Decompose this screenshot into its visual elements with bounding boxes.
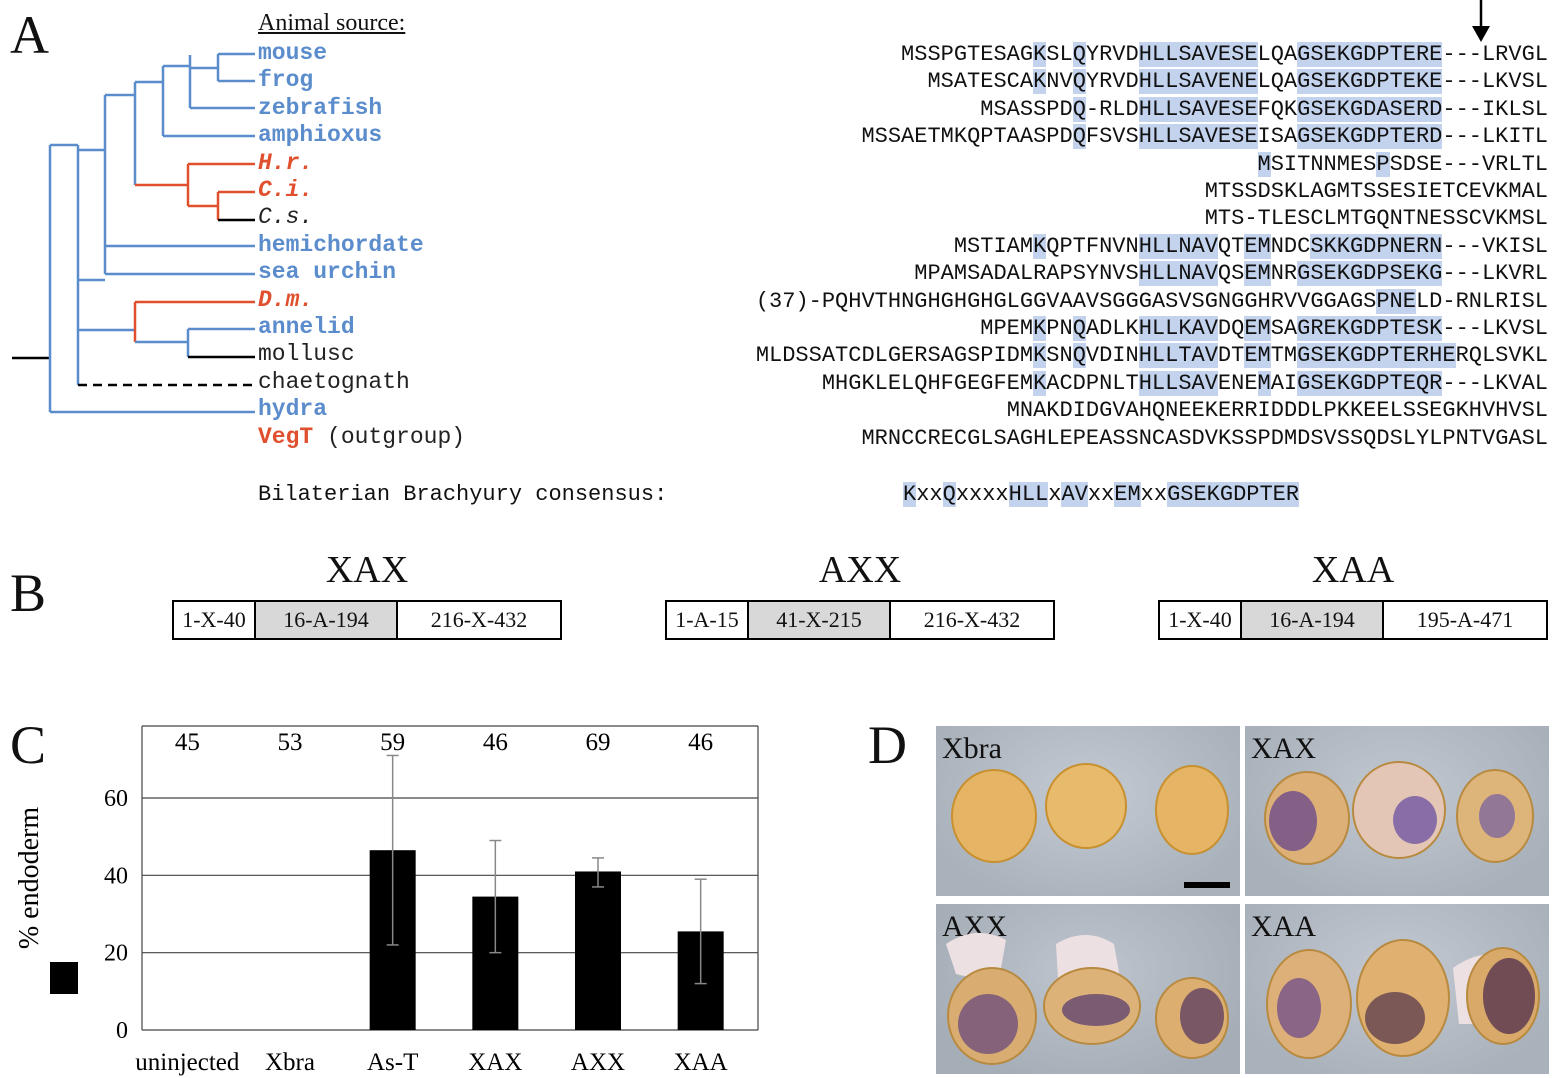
- category-label: XAX: [468, 1049, 522, 1076]
- panel-label-b: B: [10, 563, 47, 623]
- taxon-name: VegT: [258, 423, 314, 450]
- panel-label-d: D: [868, 715, 907, 775]
- photo-label: XAX: [1251, 732, 1316, 765]
- taxon-label: C.s.: [258, 204, 313, 231]
- construct-title: XAX: [325, 549, 409, 591]
- taxon-label: zebrafish: [258, 95, 382, 122]
- taxon-name: D.m.: [258, 286, 314, 313]
- category-label: uninjected: [135, 1049, 240, 1076]
- construct-segment: 216-X-432: [923, 607, 1021, 632]
- y-tick-label: 20: [104, 941, 128, 967]
- taxon-name: frog: [258, 67, 314, 94]
- y-tick-label: 60: [104, 786, 128, 812]
- taxon-label: sea urchin: [258, 259, 396, 286]
- construct-segment: 1-X-40: [1160, 602, 1242, 638]
- sequence-row: MSASSPDQ-RLDHLLSAVESEFQKGSEKGDASERD---IK…: [980, 96, 1548, 122]
- sequence-row: MSSPGTESAGKSLQYRVDHLLSAVESELQAGSEKGDPTER…: [901, 42, 1548, 67]
- taxon-label: D.m.: [258, 287, 313, 314]
- endoderm-bar-chart: 0 20 40 60 % endoderm uninjected 45 Xbra 53 As-T 5…: [14, 725, 759, 1076]
- taxon-label: VegT (outgroup): [258, 424, 465, 451]
- sequence-row: MTS-TLESCLMTGQNTNESSCVKMSL: [1204, 206, 1548, 232]
- sequence-row: MLDSSATCDLGERSAGSPIDMKSNQVDINHLLTAVDTEMT…: [755, 343, 1548, 369]
- construct-segment: 195-A-471: [1416, 607, 1514, 632]
- sequence-row: MSATESCAKNVQYRVDHLLSAVENELQAGSEKGDPTEKE-…: [927, 69, 1548, 95]
- sequence-row: MHGKLELQHFGEGFEMKACDPNLTHLLSAVENEMAIGSEK…: [821, 370, 1548, 396]
- taxon-name: sea urchin: [258, 259, 397, 286]
- taxon-label: mouse: [258, 40, 327, 67]
- taxon-label: H.r.: [258, 150, 313, 177]
- photo-xaa: XAA: [1245, 904, 1549, 1074]
- taxon-name: hemichordate: [258, 231, 424, 258]
- construct-segment: 216-X-432: [430, 607, 528, 632]
- consensus-sequence: KxxQxxxxHLLxAVxxEMxxGSEKGDPTER: [903, 482, 1300, 507]
- taxon-name: mouse: [258, 40, 328, 66]
- sequence-row: MNAKDIDGVAHQNEEKERRIDDDLPKKEELSSEGKHVHVS…: [1006, 398, 1548, 424]
- taxon-name: hydra: [258, 396, 328, 423]
- category-label: As-T: [367, 1049, 418, 1076]
- panel-label-c: C: [10, 715, 47, 775]
- taxon-name: chaetognath: [258, 368, 410, 395]
- category-label: XAA: [674, 1049, 728, 1076]
- taxon-label: amphioxus: [258, 122, 382, 149]
- sequence-row: MSTIAMKQPTFNVNHLLNAVQTEMNDCSKKGDPNERN---…: [953, 233, 1548, 259]
- construct-segment: 1-X-40: [174, 602, 256, 638]
- photo-axx: AXX: [936, 904, 1240, 1074]
- taxon-name: annelid: [258, 314, 355, 340]
- animal-source-title: Animal source:: [258, 10, 406, 36]
- taxon-label: hemichordate: [258, 232, 424, 259]
- construct-segment: 16-A-194: [256, 602, 398, 638]
- panel-label-a: A: [10, 5, 49, 65]
- sequence-row: MSITNNMESPSDSE---VRLTL: [1257, 151, 1548, 177]
- photo-label: XAA: [1251, 910, 1316, 943]
- construct-segment: 1-A-15: [667, 602, 749, 638]
- taxon-suffix: (outgroup): [313, 423, 466, 450]
- taxon-name: mollusc: [258, 341, 355, 368]
- taxon-name: C.s.: [258, 204, 314, 231]
- photo-label: Xbra: [942, 732, 1002, 765]
- category-label: AXX: [571, 1049, 625, 1076]
- taxon-name: zebrafish: [258, 94, 383, 121]
- taxon-name: amphioxus: [258, 122, 383, 149]
- construct-box: 1-A-15 41-X-215 216-X-432: [665, 600, 1055, 640]
- y-tick-label: 0: [116, 1018, 128, 1044]
- construct-title: AXX: [818, 549, 902, 591]
- taxon-label: annelid: [258, 314, 355, 341]
- photo-xbra: Xbra: [936, 726, 1240, 896]
- sequence-row: MSSAETMKQPTAASPDQFSVSHLLSAVESEISAGSEKGDP…: [861, 124, 1548, 150]
- y-axis-label: % endoderm: [14, 807, 45, 950]
- taxon-label: frog: [258, 67, 313, 94]
- taxon-label: chaetognath: [258, 369, 410, 396]
- sequence-row: MPAMSADALRAPSYNVSHLLNAVQSEMNRGSEKGDPSEKG…: [914, 261, 1548, 287]
- down-arrow-icon: [1472, 0, 1490, 42]
- construct-segment: 16-A-194: [1242, 602, 1384, 638]
- consensus-label: Bilaterian Brachyury consensus:: [258, 482, 668, 507]
- n-label: 45: [175, 729, 200, 756]
- legend-swatch: [50, 962, 78, 994]
- construct-box: 1-X-40 16-A-194 216-X-432: [172, 600, 562, 640]
- taxon-name: H.r.: [258, 149, 314, 176]
- category-label: Xbra: [265, 1049, 315, 1076]
- n-label: 59: [380, 729, 405, 756]
- taxon-label: hydra: [258, 396, 327, 423]
- sequence-row: MPEMKPNQADLKHLLKAVDQEMSAGREKGDPTESK---LK…: [980, 316, 1548, 341]
- construct-segment: 41-X-215: [749, 602, 891, 638]
- phylogenetic-tree: [12, 52, 255, 414]
- sequence-row: (37)-PQHVTHNGHGHGHGLGGVAAVSGGGASVSGNGGHR…: [755, 288, 1548, 314]
- y-tick-label: 40: [104, 863, 128, 889]
- construct-title: XAA: [1311, 549, 1395, 591]
- construct-box: 1-X-40 16-A-194 195-A-471: [1158, 600, 1548, 640]
- n-label: 46: [688, 729, 713, 756]
- taxon-label: C.i.: [258, 177, 313, 204]
- n-label: 46: [483, 729, 508, 756]
- sequence-row: MRNCCRECGLSAGHLEPEASSNCASDVKSSPDMDSVSSQD…: [861, 425, 1548, 451]
- photo-xax: XAX: [1245, 726, 1549, 896]
- bar: [575, 871, 621, 1030]
- n-label: 69: [586, 729, 611, 756]
- taxon-label: mollusc: [258, 341, 355, 368]
- n-label: 53: [278, 729, 303, 756]
- sequence-row: MTSSDSKLAGMTSSESIETCEVKMAL: [1204, 179, 1548, 204]
- taxon-name: C.i.: [258, 177, 314, 203]
